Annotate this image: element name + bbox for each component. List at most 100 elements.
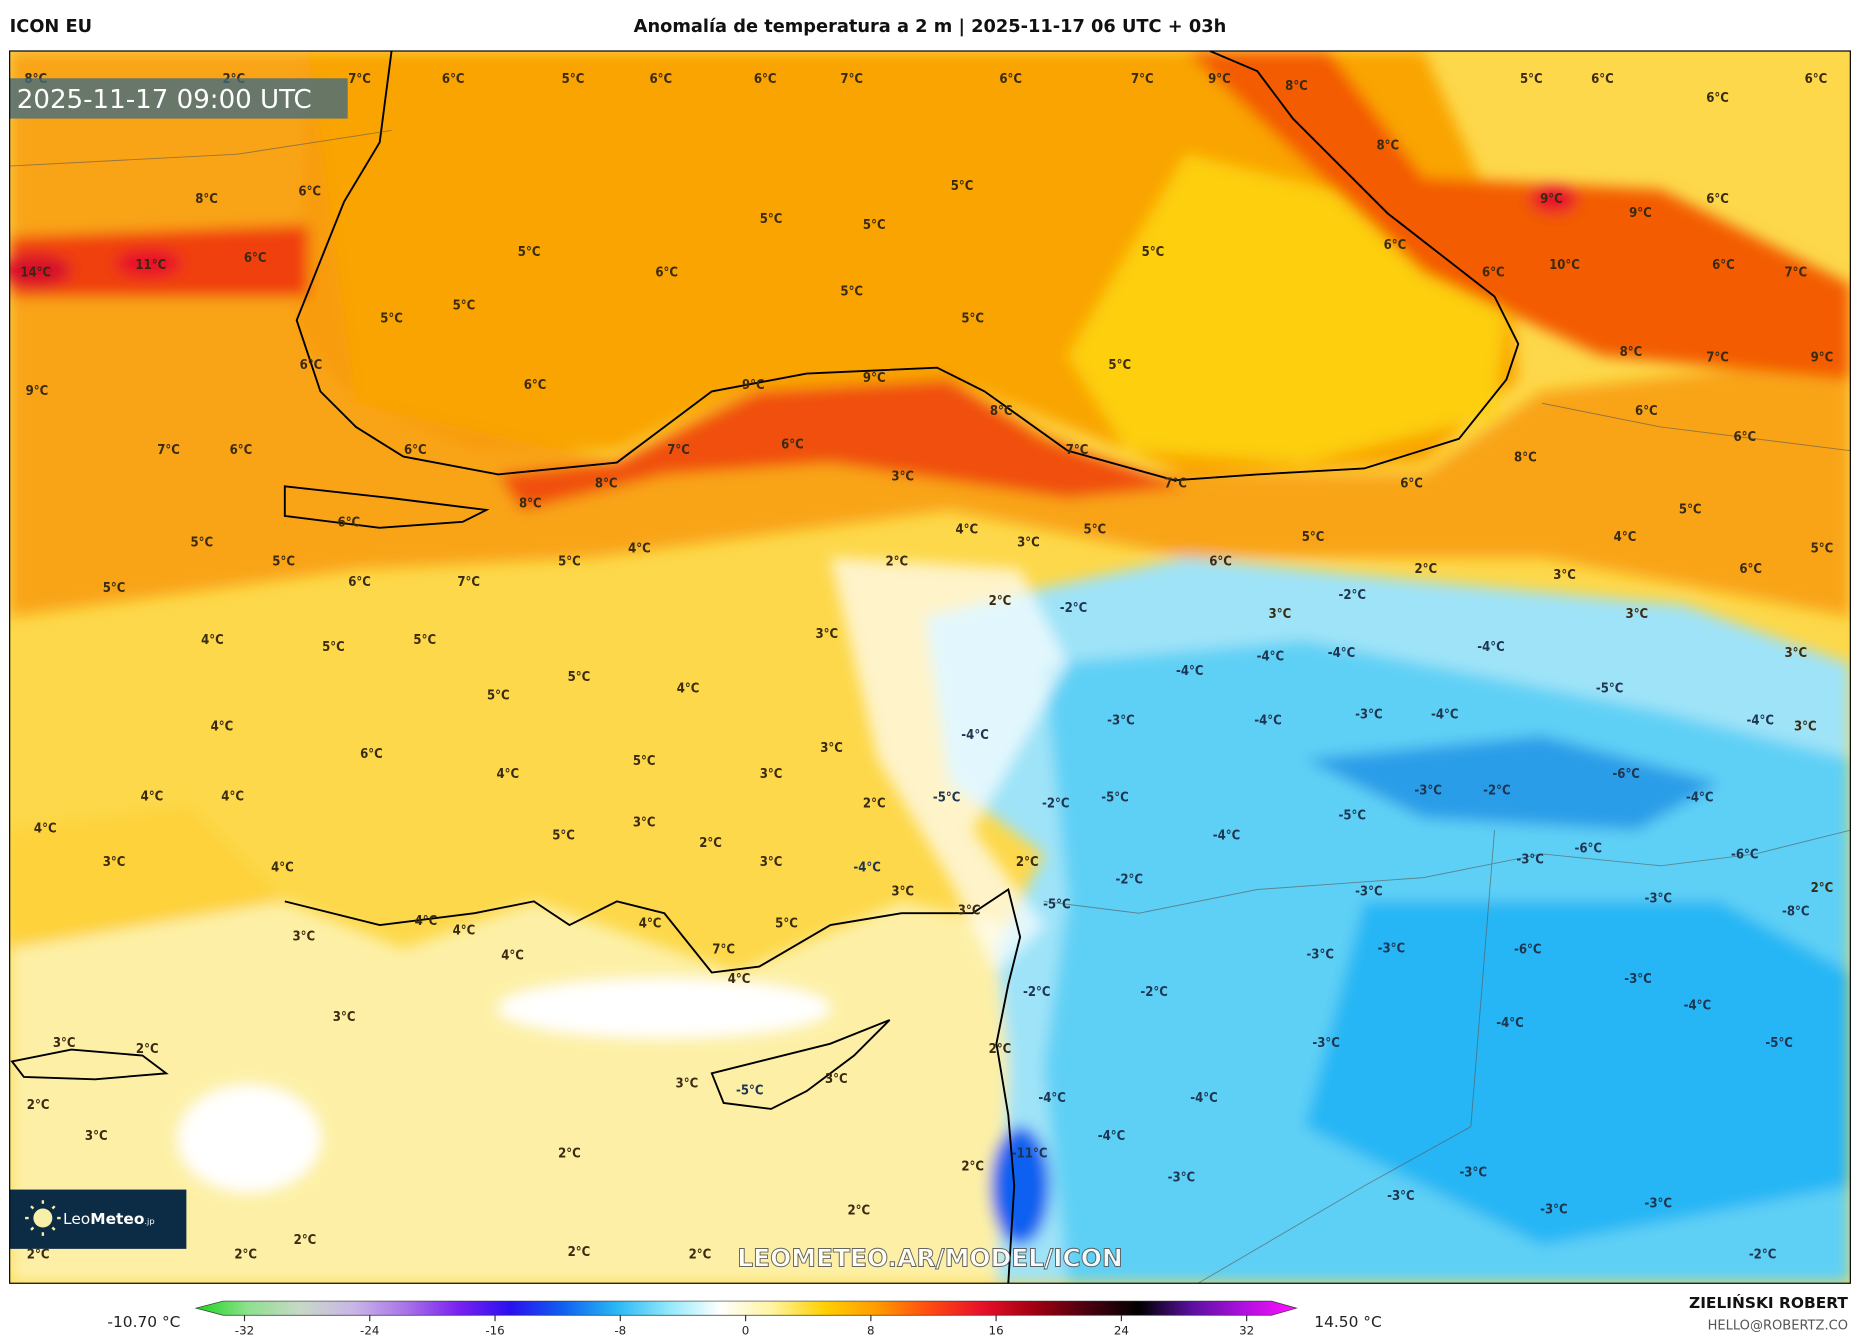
temperature-label: 5°C bbox=[190, 536, 213, 551]
temperature-label: -2°C bbox=[1115, 873, 1143, 888]
temperature-label: 5°C bbox=[453, 299, 476, 314]
temperature-label: 3°C bbox=[676, 1077, 699, 1092]
temperature-label: 7°C bbox=[840, 72, 863, 87]
temperature-label: -2°C bbox=[1483, 784, 1511, 799]
temperature-label: 3°C bbox=[53, 1036, 76, 1051]
temperature-label: 7°C bbox=[712, 943, 735, 958]
temperature-label: 7°C bbox=[1066, 443, 1089, 458]
temperature-label: -3°C bbox=[1107, 714, 1135, 729]
temperature-label: 6°C bbox=[1209, 555, 1232, 570]
temperature-label: -4°C bbox=[1496, 1016, 1524, 1031]
temperature-label: 2°C bbox=[234, 1247, 257, 1262]
temperature-label: -6°C bbox=[1514, 943, 1542, 958]
temperature-label: 8°C bbox=[195, 192, 218, 207]
temperature-label: 2°C bbox=[863, 797, 886, 812]
temperature-label: 8°C bbox=[1514, 450, 1537, 465]
temperature-label: -4°C bbox=[1746, 714, 1774, 729]
chart-title: Anomalía de temperatura a 2 m | 2025-11-… bbox=[634, 16, 1227, 37]
temperature-label: 2°C bbox=[989, 1042, 1012, 1057]
temperature-label: 6°C bbox=[524, 378, 547, 393]
temperature-label: 3°C bbox=[760, 855, 783, 870]
temperature-label: 3°C bbox=[891, 469, 914, 484]
colorbar-tick-label: -8 bbox=[614, 1323, 626, 1337]
colorbar-tick-label: -24 bbox=[360, 1323, 379, 1337]
temperature-label: 5°C bbox=[1811, 542, 1834, 557]
temperature-label: 2°C bbox=[558, 1147, 581, 1162]
temperature-label: -4°C bbox=[853, 861, 880, 876]
temperature-label: -4°C bbox=[1328, 646, 1356, 661]
temperature-label: 6°C bbox=[338, 516, 361, 531]
watermark: LEOMETEO.AR/MODEL/ICON bbox=[737, 1244, 1122, 1273]
temperature-label: 7°C bbox=[667, 443, 690, 458]
temperature-label: 5°C bbox=[863, 218, 886, 233]
colorbar-tick-label: -16 bbox=[485, 1323, 504, 1337]
temperature-label: 5°C bbox=[380, 312, 403, 327]
temperature-label: 2°C bbox=[961, 1160, 984, 1175]
temperature-label: 2°C bbox=[1811, 881, 1834, 896]
temperature-label: 6°C bbox=[298, 185, 321, 200]
temperature-label: -6°C bbox=[1731, 848, 1759, 863]
temperature-label: 6°C bbox=[1591, 72, 1614, 87]
temperature-label: -2°C bbox=[1749, 1247, 1777, 1262]
temperature-label: 5°C bbox=[1108, 358, 1131, 373]
author-email[interactable]: HELLO@ROBERTZ.CO bbox=[1708, 1319, 1848, 1334]
temperature-label: 3°C bbox=[633, 816, 656, 831]
svg-text:LeoMeteo.jp: LeoMeteo.jp bbox=[63, 1210, 155, 1228]
temperature-label: -4°C bbox=[1477, 640, 1505, 655]
temperature-label: 6°C bbox=[300, 358, 323, 373]
temperature-label: -6°C bbox=[1612, 767, 1640, 782]
temperature-label: -2°C bbox=[1023, 985, 1050, 1000]
temperature-label: 9°C bbox=[26, 384, 49, 399]
temperature-label: 7°C bbox=[348, 72, 371, 87]
temperature-label: 3°C bbox=[103, 855, 126, 870]
temperature-label: 4°C bbox=[221, 790, 244, 805]
temperature-label: -3°C bbox=[1306, 947, 1334, 962]
temperature-label: -4°C bbox=[1190, 1091, 1218, 1106]
temperature-label: 3°C bbox=[1626, 607, 1649, 622]
temperature-label: -5°C bbox=[736, 1084, 764, 1099]
temperature-label: 3°C bbox=[958, 903, 981, 918]
temperature-label: 6°C bbox=[655, 265, 678, 280]
temperature-label: 5°C bbox=[840, 284, 863, 299]
temperature-label: 5°C bbox=[760, 212, 783, 227]
temperature-label: 5°C bbox=[562, 72, 585, 87]
temperature-label: 5°C bbox=[1084, 523, 1107, 538]
temperature-label: 6°C bbox=[1400, 476, 1423, 491]
temperature-label: 5°C bbox=[951, 179, 974, 194]
temperature-label: 3°C bbox=[891, 884, 914, 899]
map-area[interactable]: 8°C 2°C 7°C 6°C 5°C 6°C 6°C 7°C 6°C 7°C 9°C 8°C 5°C 6… bbox=[0, 50, 1851, 1284]
temperature-label: 3°C bbox=[825, 1072, 848, 1087]
temperature-label: 6°C bbox=[230, 443, 253, 458]
temperature-label: 9°C bbox=[1811, 351, 1834, 366]
temperature-label: 9°C bbox=[1629, 206, 1652, 221]
temperature-label: 5°C bbox=[413, 633, 436, 648]
temperature-label: -3°C bbox=[1378, 941, 1406, 956]
temperature-label: 6°C bbox=[1706, 192, 1729, 207]
temperature-label: 9°C bbox=[1208, 72, 1231, 87]
temperature-label: 6°C bbox=[442, 72, 465, 87]
borders bbox=[9, 129, 1851, 1284]
temperature-label: 8°C bbox=[1285, 79, 1308, 94]
temperature-label: -3°C bbox=[1414, 784, 1442, 799]
temperature-label: 4°C bbox=[496, 767, 519, 782]
temperature-label: 4°C bbox=[34, 822, 57, 837]
temperature-label: 2°C bbox=[568, 1245, 591, 1260]
temperature-label: 6°C bbox=[781, 437, 804, 452]
sun-icon bbox=[25, 1200, 61, 1236]
temperature-label: -2°C bbox=[1060, 601, 1088, 616]
temperature-label: 5°C bbox=[518, 245, 541, 260]
temperature-label: 6°C bbox=[999, 72, 1022, 87]
temperature-label: -5°C bbox=[1101, 791, 1129, 806]
temperature-label: -3°C bbox=[1644, 1196, 1672, 1211]
temperature-label: 4°C bbox=[639, 916, 662, 931]
temperature-label: 5°C bbox=[775, 916, 798, 931]
temperature-label: 4°C bbox=[677, 682, 700, 697]
warm-patch bbox=[9, 806, 285, 949]
temperature-label: 4°C bbox=[201, 633, 224, 648]
temperature-label: -3°C bbox=[1624, 972, 1652, 987]
temperature-label: 6°C bbox=[1635, 404, 1658, 419]
temperature-label: -2°C bbox=[1042, 797, 1070, 812]
colorbar-max-label: 14.50 °C bbox=[1314, 1313, 1381, 1331]
colorbar: -10.70 °C -32 -24 -16 -8 0 8 16 24 32 14.50 °C bbox=[107, 1300, 1382, 1337]
temperature-label: 6°C bbox=[1712, 258, 1735, 273]
